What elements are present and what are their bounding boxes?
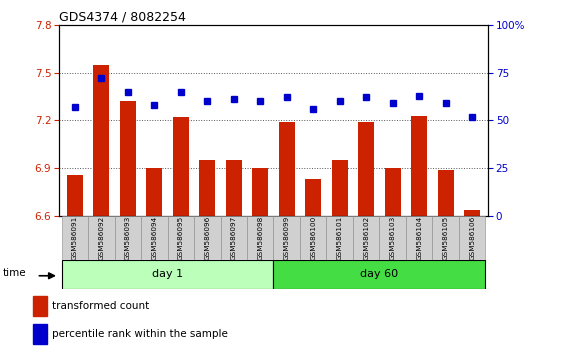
Text: GSM586099: GSM586099 xyxy=(284,216,289,260)
Bar xyxy=(173,117,188,216)
Bar xyxy=(411,115,427,216)
Bar xyxy=(88,216,114,260)
Bar xyxy=(67,175,82,216)
Text: GSM586092: GSM586092 xyxy=(98,216,104,260)
Text: percentile rank within the sample: percentile rank within the sample xyxy=(52,330,228,339)
Bar xyxy=(406,216,433,260)
Bar xyxy=(465,210,480,216)
Bar xyxy=(353,216,379,260)
Text: GSM586106: GSM586106 xyxy=(469,216,475,260)
Text: GSM586093: GSM586093 xyxy=(125,216,131,260)
Bar xyxy=(274,216,300,260)
Bar xyxy=(226,160,242,216)
Bar xyxy=(300,216,327,260)
Bar xyxy=(114,216,141,260)
Bar xyxy=(433,216,459,260)
Text: day 60: day 60 xyxy=(360,269,398,279)
Bar xyxy=(274,260,485,289)
Text: GSM586097: GSM586097 xyxy=(231,216,237,260)
Bar xyxy=(279,122,295,216)
Text: GDS4374 / 8082254: GDS4374 / 8082254 xyxy=(59,11,186,24)
Text: GSM586105: GSM586105 xyxy=(443,216,449,260)
Text: GSM586104: GSM586104 xyxy=(416,216,422,260)
Bar xyxy=(33,324,47,344)
Bar xyxy=(358,122,374,216)
Text: GSM586102: GSM586102 xyxy=(363,216,369,260)
Bar xyxy=(141,216,168,260)
Text: GSM586096: GSM586096 xyxy=(204,216,210,260)
Bar xyxy=(220,216,247,260)
Bar xyxy=(93,64,109,216)
Text: GSM586100: GSM586100 xyxy=(310,216,316,260)
Bar xyxy=(120,101,136,216)
Bar xyxy=(199,160,215,216)
Bar xyxy=(247,216,274,260)
Text: GSM586094: GSM586094 xyxy=(151,216,157,260)
Bar xyxy=(379,216,406,260)
Bar xyxy=(385,168,401,216)
Bar xyxy=(33,296,47,316)
Text: GSM586101: GSM586101 xyxy=(337,216,343,260)
Text: GSM586098: GSM586098 xyxy=(257,216,263,260)
Bar xyxy=(305,179,321,216)
Text: time: time xyxy=(3,268,26,278)
Bar xyxy=(168,216,194,260)
Bar xyxy=(194,216,220,260)
Bar xyxy=(252,168,268,216)
Text: day 1: day 1 xyxy=(152,269,183,279)
Bar xyxy=(459,216,485,260)
Bar xyxy=(146,168,162,216)
Bar xyxy=(62,216,88,260)
Bar xyxy=(327,216,353,260)
Bar xyxy=(332,160,348,216)
Text: GSM586103: GSM586103 xyxy=(390,216,396,260)
Text: GSM586095: GSM586095 xyxy=(178,216,184,260)
Text: transformed count: transformed count xyxy=(52,301,150,311)
Bar xyxy=(438,170,454,216)
Text: GSM586091: GSM586091 xyxy=(72,216,78,260)
Bar xyxy=(62,260,274,289)
